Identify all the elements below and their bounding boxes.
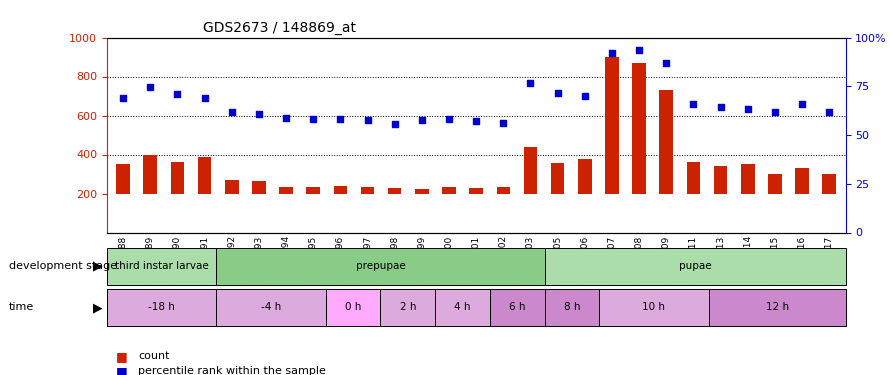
Point — [578, 93, 592, 99]
Text: ■: ■ — [116, 350, 127, 363]
Text: pupae: pupae — [679, 261, 711, 271]
Bar — [659, 90, 673, 194]
Text: ▶: ▶ — [93, 260, 103, 273]
Point — [143, 84, 158, 90]
Bar — [551, 163, 564, 194]
Bar — [415, 189, 429, 194]
FancyBboxPatch shape — [545, 289, 599, 326]
FancyBboxPatch shape — [490, 289, 545, 326]
Text: 10 h: 10 h — [643, 303, 666, 312]
Bar — [796, 168, 809, 194]
Point — [822, 109, 837, 115]
Point — [224, 109, 239, 115]
Point — [360, 117, 375, 123]
Bar — [198, 158, 211, 194]
FancyBboxPatch shape — [216, 289, 326, 326]
Bar — [469, 188, 483, 194]
Point — [198, 95, 212, 101]
Text: ■: ■ — [116, 365, 127, 375]
FancyBboxPatch shape — [107, 248, 216, 285]
Bar — [497, 187, 510, 194]
Point — [632, 47, 646, 53]
Text: count: count — [138, 351, 169, 361]
Point — [605, 50, 619, 56]
Point — [441, 116, 456, 122]
Text: percentile rank within the sample: percentile rank within the sample — [138, 366, 326, 375]
Text: 8 h: 8 h — [563, 303, 580, 312]
FancyBboxPatch shape — [380, 289, 435, 326]
FancyBboxPatch shape — [216, 248, 545, 285]
Bar — [252, 181, 266, 194]
Point — [252, 111, 266, 117]
Point — [306, 116, 320, 122]
Point — [279, 116, 293, 122]
Bar — [741, 164, 755, 194]
Bar — [143, 154, 157, 194]
Text: 0 h: 0 h — [344, 303, 361, 312]
Bar — [117, 164, 130, 194]
Bar — [822, 174, 836, 194]
Text: prepupae: prepupae — [355, 261, 405, 271]
Bar — [714, 166, 727, 194]
Point — [551, 90, 565, 96]
Point — [714, 104, 728, 110]
Point — [740, 106, 755, 112]
Text: 6 h: 6 h — [509, 303, 525, 312]
Bar — [578, 159, 592, 194]
Bar — [768, 174, 781, 194]
FancyBboxPatch shape — [435, 289, 490, 326]
FancyBboxPatch shape — [326, 289, 380, 326]
Bar — [686, 162, 700, 194]
Bar — [442, 187, 456, 194]
Bar — [171, 162, 184, 194]
Text: time: time — [9, 303, 34, 312]
Point — [469, 118, 483, 124]
Text: -4 h: -4 h — [261, 303, 281, 312]
Point — [523, 80, 538, 86]
FancyBboxPatch shape — [107, 289, 216, 326]
Point — [333, 116, 347, 122]
Bar — [306, 187, 320, 194]
FancyBboxPatch shape — [599, 289, 708, 326]
Text: 4 h: 4 h — [454, 303, 471, 312]
Point — [116, 95, 130, 101]
Bar — [360, 187, 375, 194]
Text: third instar larvae: third instar larvae — [115, 261, 208, 271]
Point — [170, 91, 184, 97]
FancyBboxPatch shape — [545, 248, 846, 285]
Point — [768, 109, 782, 115]
Bar — [225, 180, 239, 194]
Bar — [605, 57, 619, 194]
Point — [659, 60, 674, 66]
Point — [415, 117, 429, 123]
Text: 2 h: 2 h — [400, 303, 416, 312]
Point — [387, 121, 401, 127]
Point — [795, 101, 809, 107]
Point — [497, 120, 511, 126]
Bar — [523, 147, 538, 194]
Bar — [334, 186, 347, 194]
FancyBboxPatch shape — [708, 289, 846, 326]
Text: -18 h: -18 h — [148, 303, 175, 312]
Bar — [388, 188, 401, 194]
Bar — [632, 63, 646, 194]
Text: development stage: development stage — [9, 261, 117, 271]
Text: 12 h: 12 h — [765, 303, 789, 312]
Point — [686, 101, 700, 107]
Bar — [279, 187, 293, 194]
Text: ▶: ▶ — [93, 301, 103, 314]
Text: GDS2673 / 148869_at: GDS2673 / 148869_at — [203, 21, 356, 35]
